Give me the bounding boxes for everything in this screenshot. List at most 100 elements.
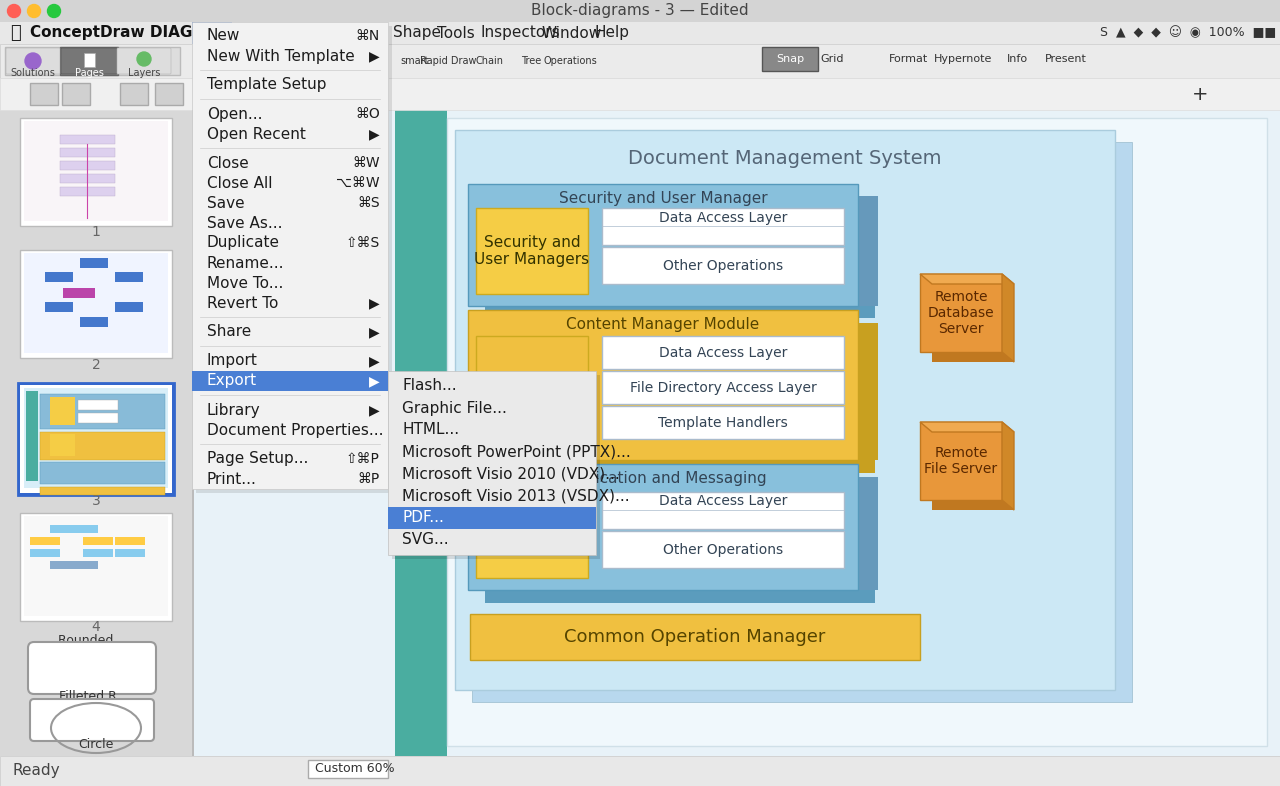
- Text: Document Management System: Document Management System: [628, 149, 942, 167]
- Text: Microsoft Visio 2010 (VDX)...: Microsoft Visio 2010 (VDX)...: [402, 467, 620, 482]
- Text: ⌘S: ⌘S: [357, 196, 380, 210]
- Text: Present: Present: [1044, 54, 1087, 64]
- Text: Page Setup...: Page Setup...: [207, 451, 308, 467]
- Bar: [454, 130, 1115, 690]
- Text: Format: Format: [890, 54, 928, 64]
- Text: ⌘N: ⌘N: [356, 29, 380, 43]
- Bar: [858, 323, 878, 460]
- Bar: [115, 302, 143, 312]
- FancyBboxPatch shape: [6, 48, 60, 74]
- Text: ConceptDraw DIAGRAM: ConceptDraw DIAGRAM: [29, 25, 230, 41]
- Text: Rapid Draw: Rapid Draw: [420, 56, 476, 66]
- Bar: [60, 47, 118, 75]
- Text: Rename...: Rename...: [207, 255, 284, 270]
- Bar: [858, 196, 878, 306]
- Bar: [932, 284, 1014, 362]
- Bar: [78, 413, 118, 423]
- Circle shape: [27, 5, 41, 17]
- Text: Custom 60%: Custom 60%: [315, 762, 394, 776]
- Text: Data Access Layer: Data Access Layer: [659, 494, 787, 508]
- Text: ▶: ▶: [370, 403, 380, 417]
- Text: 4: 4: [92, 620, 100, 634]
- Text: ▶: ▶: [370, 127, 380, 141]
- FancyBboxPatch shape: [61, 48, 116, 74]
- Text: Chain: Chain: [476, 56, 504, 66]
- Bar: [388, 507, 596, 529]
- Text: Share: Share: [207, 325, 251, 340]
- Text: ⌥⌘W: ⌥⌘W: [337, 176, 380, 190]
- Bar: [60, 187, 115, 196]
- Bar: [50, 525, 99, 533]
- Polygon shape: [920, 274, 1014, 284]
- Text: Save: Save: [207, 196, 244, 211]
- Bar: [388, 371, 596, 555]
- Text: Pages: Pages: [74, 68, 104, 78]
- Bar: [5, 47, 180, 75]
- Text: Security and
User Managers: Security and User Managers: [475, 235, 590, 267]
- Text: HTML...: HTML...: [402, 423, 460, 438]
- Text: Common Operation Manager: Common Operation Manager: [564, 628, 826, 646]
- Text: S  ▲  ◆  ◆  ☺  ◉  100%  ■■  W: S ▲ ◆ ◆ ☺ ◉ 100% ■■ W: [1100, 27, 1280, 39]
- Bar: [920, 274, 1002, 352]
- Text: Graphic File...: Graphic File...: [402, 401, 507, 416]
- Text: Insert: Insert: [315, 25, 358, 41]
- Text: ▶: ▶: [370, 325, 380, 339]
- Text: ▶: ▶: [370, 296, 380, 310]
- FancyBboxPatch shape: [29, 699, 154, 741]
- Text: Text: Text: [356, 25, 387, 41]
- Bar: [476, 208, 588, 294]
- Text: Other Operations: Other Operations: [663, 543, 783, 557]
- Text: Microsoft Visio 2013 (VSDX)...: Microsoft Visio 2013 (VSDX)...: [402, 489, 630, 504]
- Circle shape: [26, 53, 41, 69]
- Text: ▶: ▶: [370, 374, 380, 388]
- Bar: [0, 0, 1280, 22]
- Polygon shape: [1002, 422, 1014, 510]
- Text: ⌘O: ⌘O: [356, 107, 380, 121]
- Text: Layers: Layers: [128, 68, 160, 78]
- Bar: [932, 432, 1014, 510]
- Bar: [60, 135, 115, 144]
- Bar: [470, 614, 920, 660]
- Text: Open...: Open...: [207, 106, 262, 122]
- Bar: [858, 477, 878, 590]
- Bar: [0, 110, 192, 756]
- Bar: [40, 432, 165, 460]
- Bar: [60, 161, 115, 170]
- Text: Edit: Edit: [242, 25, 271, 41]
- Text: 2: 2: [92, 358, 100, 372]
- Bar: [63, 288, 95, 298]
- Bar: [485, 477, 876, 603]
- Bar: [83, 537, 113, 545]
- Text: File Directory Access Layer: File Directory Access Layer: [630, 381, 817, 395]
- Text: Print...: Print...: [207, 472, 257, 487]
- Text: Close: Close: [207, 156, 248, 171]
- FancyBboxPatch shape: [116, 48, 172, 74]
- Bar: [920, 422, 1002, 500]
- Bar: [50, 397, 76, 425]
- Bar: [84, 53, 95, 67]
- Bar: [392, 375, 600, 559]
- Bar: [20, 385, 172, 493]
- Bar: [24, 121, 168, 221]
- Text: Move To...: Move To...: [207, 276, 283, 291]
- Text: Open Recent: Open Recent: [207, 127, 306, 141]
- Bar: [50, 434, 76, 456]
- Polygon shape: [920, 422, 1014, 432]
- Text: Save As...: Save As...: [207, 215, 283, 230]
- Text: Data Access Layer: Data Access Layer: [659, 211, 787, 225]
- Bar: [447, 118, 1267, 746]
- Bar: [602, 247, 844, 284]
- Text: File: File: [200, 25, 225, 41]
- Text: Filleted R ...: Filleted R ...: [59, 690, 133, 703]
- Text: Snap: Snap: [776, 54, 804, 64]
- Text: Content Manager Module: Content Manager Module: [566, 317, 759, 332]
- Text: New: New: [207, 28, 241, 43]
- Text: ⇧⌘P: ⇧⌘P: [346, 452, 380, 466]
- Bar: [155, 83, 183, 105]
- Bar: [20, 250, 172, 358]
- Bar: [192, 22, 232, 44]
- Text: Block-diagrams - 3 — Edited: Block-diagrams - 3 — Edited: [531, 3, 749, 19]
- Bar: [192, 110, 1280, 756]
- Bar: [476, 336, 588, 448]
- Bar: [602, 531, 844, 568]
